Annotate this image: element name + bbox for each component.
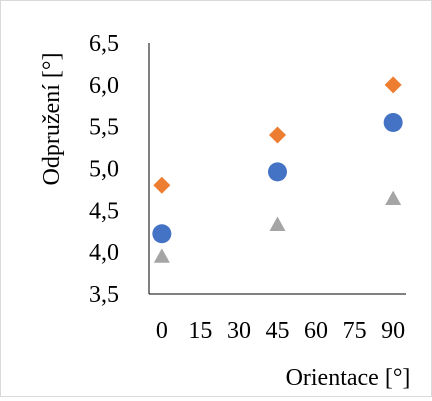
y-tick-labels: 6,5 6,0 5,5 5,0 4,5 4,0 3,5	[89, 31, 119, 308]
y-tick-label: 4,0	[89, 240, 119, 266]
y-tick-label: 5,0	[89, 157, 119, 183]
data-point-circle	[383, 112, 403, 132]
y-tick-label: 6,0	[89, 73, 119, 99]
x-tick-label: 60	[304, 318, 328, 344]
y-axis-title: Odpružení [°]	[39, 53, 65, 186]
data-point-diamond	[153, 176, 171, 194]
data-point-circle	[268, 162, 287, 182]
y-tick-label: 5,5	[89, 115, 119, 141]
data-point-circle	[152, 224, 172, 244]
data-points	[152, 76, 403, 263]
x-tick-label: 90	[381, 318, 405, 344]
data-point-triangle	[153, 248, 170, 263]
x-tick-label: 45	[266, 318, 290, 344]
y-tick-label: 3,5	[89, 282, 119, 308]
x-tick-label: 30	[227, 318, 251, 344]
y-tick-label: 6,5	[89, 31, 119, 57]
data-point-diamond	[269, 126, 286, 144]
x-tick-label: 15	[188, 318, 212, 344]
x-tick-label: 0	[156, 318, 168, 344]
x-axis-title: Orientace [°]	[286, 365, 411, 391]
data-point-triangle	[385, 190, 402, 206]
data-point-diamond	[384, 76, 402, 94]
data-point-triangle	[269, 216, 286, 231]
y-tick-label: 4,5	[89, 198, 119, 224]
x-tick-label: 75	[343, 318, 367, 344]
axes	[148, 43, 406, 295]
x-tick-labels: 0 15 30 45 60 75 90	[156, 318, 405, 344]
